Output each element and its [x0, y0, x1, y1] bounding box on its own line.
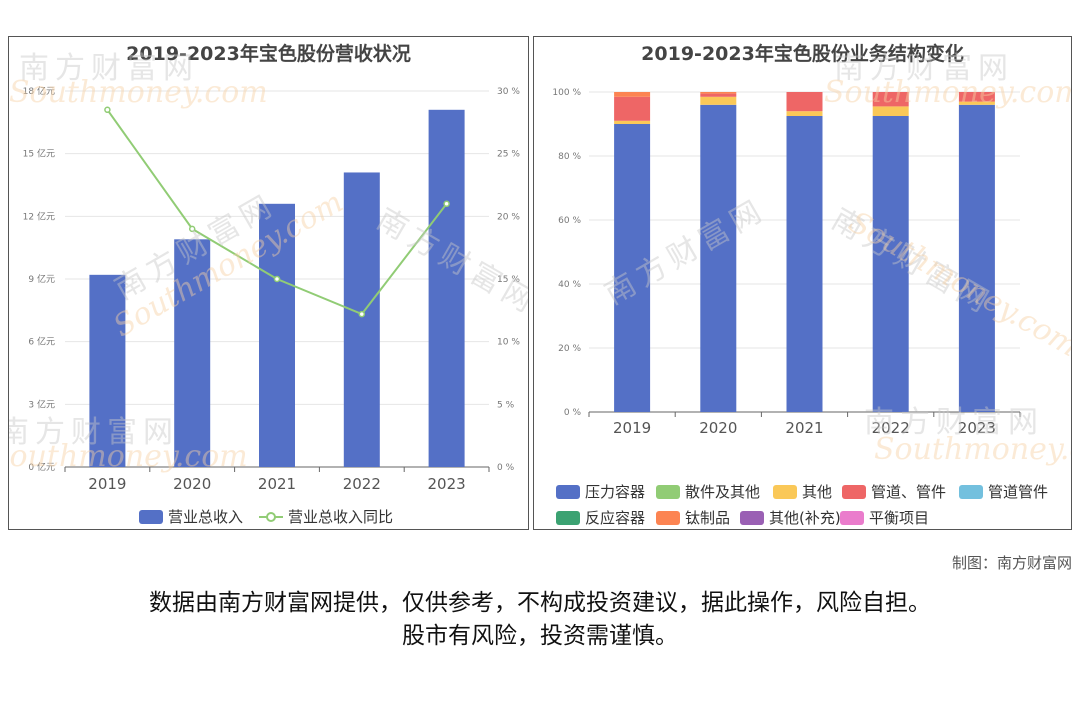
bar-segment — [700, 96, 737, 105]
disclaimer-line-2: 股市有风险，投资需谨慎。 — [402, 623, 678, 649]
bar-segment — [786, 116, 823, 412]
bar — [259, 203, 295, 468]
y2-tick-label: 5 % — [497, 400, 515, 410]
bar-segment — [958, 101, 995, 105]
y2-tick-label: 0 % — [497, 463, 515, 473]
y-tick-label: 9 亿元 — [28, 273, 55, 285]
x-tick-label: 2019 — [88, 475, 126, 493]
bar-segment — [872, 116, 909, 412]
line-point — [273, 275, 281, 283]
bar-segment — [614, 124, 651, 412]
y-tick-label: 0 % — [564, 408, 582, 418]
bar — [343, 172, 380, 467]
legend-label: 其他 — [802, 483, 832, 501]
revenue-chart-title: 2019-2023年宝色股份营收状况 — [126, 43, 411, 65]
legend-swatch — [556, 485, 580, 499]
line-point — [104, 106, 111, 114]
legend-swatch — [656, 511, 680, 525]
bar-segment — [614, 92, 651, 97]
revenue-chart: 0 亿元 0 % 3 亿元 5 % 6 亿元 10 % 9 亿元 15 % 12 亿元 20 % 1… — [23, 85, 521, 526]
line-point — [443, 200, 450, 208]
disclaimer-line-1: 数据由南方财富网提供，仅供参考，不构成投资建议，据此操作，风险自担。 — [149, 590, 931, 616]
bar-segment — [786, 92, 823, 112]
legend-label: 钛制品 — [685, 509, 730, 527]
x-tick-label: 2023 — [428, 475, 466, 493]
legend-label: 营业总收入同比 — [288, 508, 393, 526]
y2-tick-label: 10 % — [497, 338, 520, 348]
bar — [174, 239, 211, 467]
y-tick-label: 60 % — [558, 216, 581, 226]
y-tick-label: 15 亿元 — [23, 148, 55, 160]
bar-segment — [700, 104, 737, 413]
x-tick-label: 2021 — [785, 419, 823, 437]
bar-segment — [786, 111, 823, 116]
y-tick-label: 12 亿元 — [23, 210, 55, 222]
legend-label: 反应容器 — [585, 509, 645, 527]
legend-label: 压力容器 — [585, 483, 645, 501]
bar-segment — [614, 120, 651, 124]
bar-segment — [700, 93, 737, 97]
y-tick-label: 6 亿元 — [28, 336, 55, 348]
x-tick-label: 2022 — [343, 475, 381, 493]
bar-segment — [958, 92, 995, 102]
legend-label: 散件及其他 — [685, 483, 760, 501]
legend-label: 管道、管件 — [871, 483, 946, 501]
revenue-chart-panel: 0 亿元 0 % 3 亿元 5 % 6 亿元 10 % 9 亿元 15 % 12 亿元 20 % 1… — [8, 36, 529, 530]
structure-chart-panel: 0 % 20 % 40 % 60 % 80 % 100 % 2019 2020 2021 2022… — [533, 36, 1072, 530]
bar-segment — [872, 106, 909, 116]
x-tick-label: 2021 — [258, 475, 296, 493]
y-tick-label: 20 % — [558, 344, 581, 354]
bar — [428, 109, 465, 468]
x-tick-label: 2020 — [173, 475, 211, 493]
y-tick-label: 40 % — [558, 280, 581, 290]
legend-swatch — [840, 511, 864, 525]
legend-label: 营业总收入 — [168, 508, 243, 526]
y2-tick-label: 25 % — [497, 150, 520, 160]
legend-swatch — [656, 485, 680, 499]
bar-segment — [700, 92, 737, 94]
legend-label: 平衡项目 — [869, 509, 929, 527]
legend-label: 管道管件 — [988, 483, 1048, 501]
bar-segment — [614, 96, 651, 121]
structure-chart: 0 % 20 % 40 % 60 % 80 % 100 % 2019 2020 2021 2022… — [552, 88, 1048, 527]
legend-swatch — [959, 485, 983, 499]
legend-swatch — [740, 511, 764, 525]
y-tick-label: 100 % — [552, 88, 581, 98]
bar — [89, 274, 126, 467]
y2-tick-label: 15 % — [497, 275, 520, 285]
line-point — [188, 225, 196, 233]
y-tick-label: 0 亿元 — [28, 461, 55, 473]
chart-credit: 制图：南方财富网 — [951, 554, 1072, 572]
legend-swatch — [139, 510, 163, 524]
legend-swatch — [773, 485, 797, 499]
line-point — [358, 310, 366, 318]
x-tick-label: 2019 — [613, 419, 651, 437]
bar-segment — [872, 92, 909, 107]
legend-swatch — [556, 511, 580, 525]
legend-swatch — [266, 512, 276, 522]
structure-chart-title: 2019-2023年宝色股份业务结构变化 — [641, 43, 964, 65]
y2-tick-label: 30 % — [497, 87, 520, 97]
y-tick-label: 18 亿元 — [23, 85, 55, 97]
bar-segment — [958, 104, 995, 413]
x-tick-label: 2020 — [699, 419, 737, 437]
legend-label: 其他(补充) — [769, 509, 841, 527]
y-tick-label: 80 % — [558, 152, 581, 162]
legend-swatch — [842, 485, 866, 499]
x-tick-label: 2023 — [958, 419, 996, 437]
x-tick-label: 2022 — [872, 419, 910, 437]
y2-tick-label: 20 % — [497, 212, 520, 222]
y-tick-label: 3 亿元 — [28, 398, 55, 410]
